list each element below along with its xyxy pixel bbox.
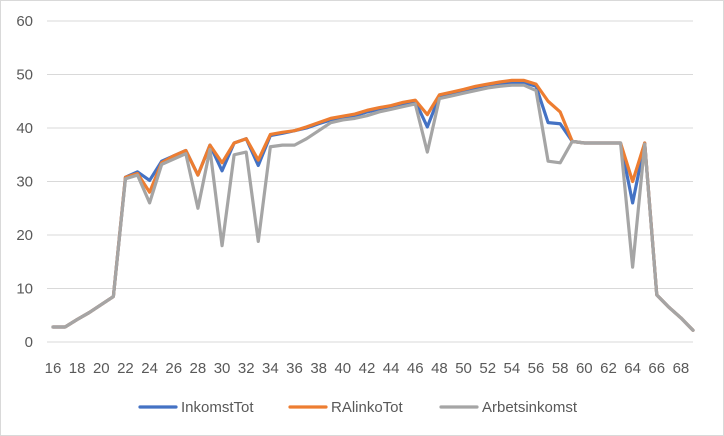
x-tick-label: 64 <box>624 360 641 377</box>
series-line-arbetsinkomst <box>51 83 695 332</box>
x-tick-label: 52 <box>479 360 496 377</box>
x-tick-label: 26 <box>165 360 182 377</box>
x-tick-label: 30 <box>214 360 231 377</box>
x-tick-label: 54 <box>504 360 521 377</box>
y-tick-label: 0 <box>25 334 33 351</box>
y-axis-tick-labels: 0 10 20 30 40 50 60 <box>16 13 33 351</box>
series-line-ralinkotot <box>51 78 695 332</box>
x-tick-label: 16 <box>45 360 62 377</box>
x-tick-label: 38 <box>310 360 327 377</box>
legend: InkomstTot RAlinkoTot Arbetsinkomst <box>138 399 578 416</box>
y-tick-label: 20 <box>16 227 33 244</box>
x-tick-label: 58 <box>552 360 569 377</box>
legend-label-arbetsinkomst: Arbetsinkomst <box>482 399 578 416</box>
gridlines <box>47 20 693 343</box>
y-tick-label: 40 <box>16 120 33 137</box>
x-tick-label: 56 <box>528 360 545 377</box>
x-tick-label: 62 <box>600 360 617 377</box>
y-tick-label: 30 <box>16 174 33 191</box>
legend-label-ralinkotot: RAlinkoTot <box>331 399 404 416</box>
y-tick-label: 10 <box>16 281 33 298</box>
x-tick-label: 50 <box>455 360 472 377</box>
y-tick-label: 50 <box>16 67 33 84</box>
series-line-inkomsttot <box>51 80 695 332</box>
x-tick-label: 44 <box>383 360 400 377</box>
x-tick-label: 32 <box>238 360 255 377</box>
x-tick-label: 24 <box>141 360 158 377</box>
y-tick-label: 60 <box>16 13 33 30</box>
x-tick-label: 42 <box>359 360 376 377</box>
x-tick-label: 40 <box>334 360 351 377</box>
x-tick-label: 34 <box>262 360 279 377</box>
x-tick-label: 48 <box>431 360 448 377</box>
x-axis-tick-labels: 16 18 20 22 24 26 28 30 32 34 36 38 40 42 44 46 48 50 52 54… <box>45 360 690 377</box>
x-tick-label: 28 <box>190 360 207 377</box>
series-lines <box>51 78 695 332</box>
x-tick-label: 18 <box>69 360 86 377</box>
x-tick-label: 60 <box>576 360 593 377</box>
x-tick-label: 20 <box>93 360 110 377</box>
x-tick-label: 66 <box>648 360 665 377</box>
x-tick-label: 68 <box>673 360 690 377</box>
legend-label-inkomsttot: InkomstTot <box>181 399 254 416</box>
x-tick-label: 36 <box>286 360 303 377</box>
x-tick-label: 46 <box>407 360 424 377</box>
x-tick-label: 22 <box>117 360 134 377</box>
